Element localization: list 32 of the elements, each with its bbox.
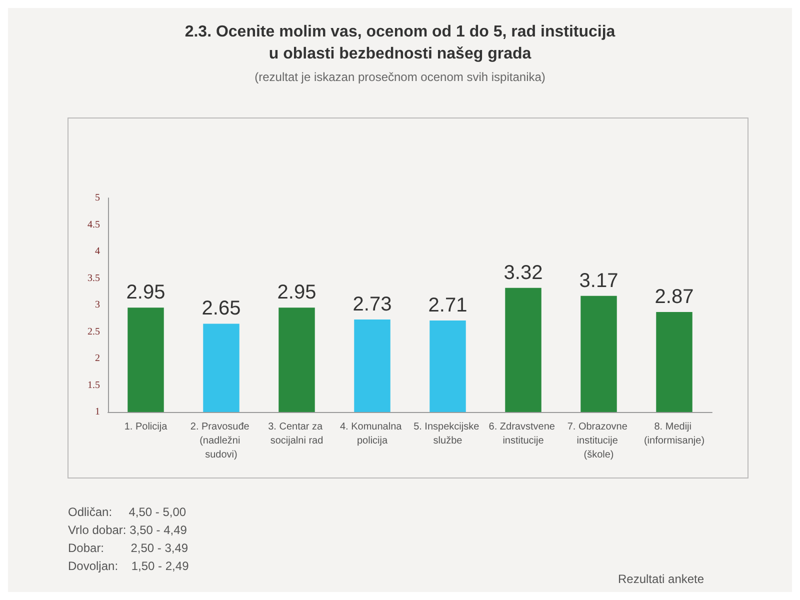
data-label: 2.65	[202, 298, 241, 320]
text: Dobar: 2,50 - 3,49	[68, 541, 188, 555]
x-tick-label: 6. Zdravstvene institucije	[488, 422, 558, 446]
text: Odličan: 4,50 - 5,00	[68, 505, 186, 519]
text: Dovoljan: 1,50 - 2,49	[68, 559, 190, 573]
y-tick-label: 4	[95, 246, 100, 257]
y-tick-label: 2	[95, 353, 100, 364]
data-label: 2.95	[277, 282, 316, 304]
x-tick-label: 8. Mediji (informisanje)	[644, 422, 705, 446]
x-tick-label: 5. Inspekcijske službe	[414, 422, 482, 446]
y-tick-label: 2.5	[88, 326, 100, 338]
text: Rezultati ankete	[618, 572, 704, 586]
x-tick-label: 2. Pravosuđe (nadležni sudovi)	[190, 422, 252, 460]
y-tick-label: 4.5	[88, 219, 100, 230]
chart-subtitle: (rezultat je iskazan prosečnom ocenom svih ispitanika)	[254, 70, 546, 84]
data-label: 3.32	[504, 262, 543, 284]
chart-title: 2.3. Ocenite molim vas, ocenom od 1 do 5, rad institucija u oblasti bezbednosti našeg grada	[184, 24, 616, 62]
x-tick-label: 4. Komunalna policija	[340, 422, 404, 446]
data-label: 2.95	[126, 282, 166, 304]
data-label: 2.87	[654, 286, 694, 308]
y-tick-label: 5	[95, 192, 100, 204]
data-label: 3.17	[579, 270, 618, 292]
x-tick-label: 3. Centar za socijalni rad	[268, 422, 326, 446]
y-tick-label: 3	[95, 300, 100, 310]
text: Vrlo dobar: 3,50 - 4,49	[68, 523, 188, 537]
data-label: 2.71	[428, 294, 468, 317]
x-tick-label: 1. Policija	[124, 422, 168, 432]
data-label: 2.73	[352, 293, 392, 316]
x-tick-label: 7. Obrazovne institucije (škole)	[567, 422, 630, 460]
y-tick-label: 1	[95, 406, 100, 418]
y-tick-label: 3.5	[88, 272, 100, 284]
y-tick-label: 1.5	[88, 380, 100, 391]
